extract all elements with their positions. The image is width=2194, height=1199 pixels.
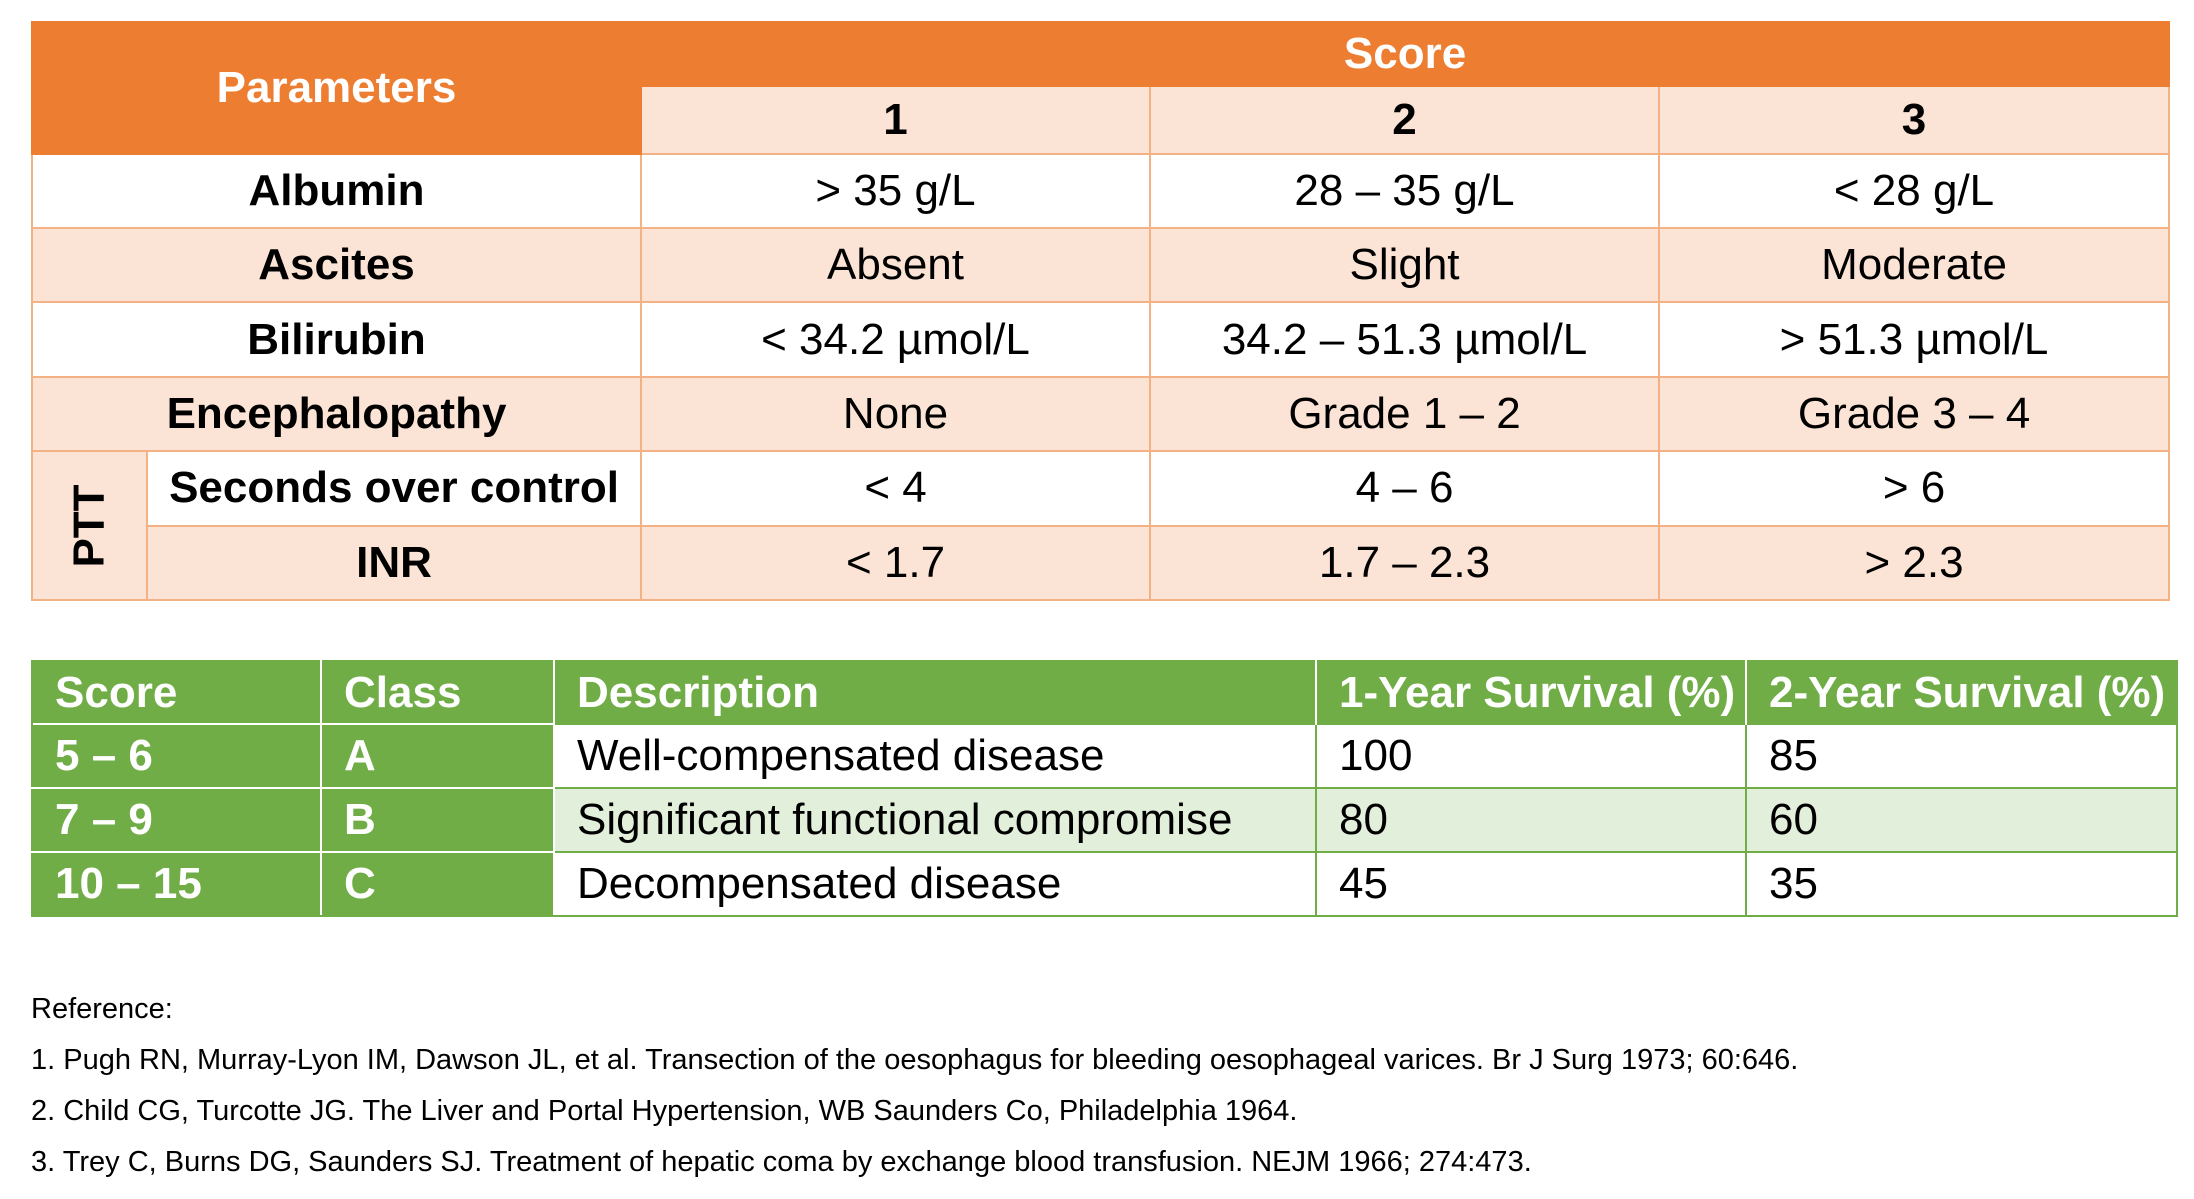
references-title: Reference: — [31, 993, 173, 1025]
table-cell: < 34.2 µmol/L — [640, 301, 1152, 378]
table-cell: None — [640, 375, 1152, 453]
ptt-group-label: PTT — [31, 450, 148, 601]
survival-1yr-cell: 45 — [1315, 851, 1747, 917]
references: Reference: 1. Pugh RN, Murray-Lyon IM, D… — [31, 995, 1798, 1199]
header-score: Score — [31, 660, 322, 724]
class-cell: B — [320, 787, 555, 853]
table-cell: 4 – 6 — [1149, 450, 1661, 527]
score-cell: 5 – 6 — [31, 723, 322, 789]
survival-1yr-cell: 80 — [1315, 787, 1747, 853]
table-cell: Grade 1 – 2 — [1149, 375, 1661, 453]
header-class: Class — [320, 660, 555, 724]
table-header-row: Score Class Description 1-Year Survival … — [31, 660, 2178, 724]
table-cell: Absent — [640, 227, 1152, 304]
row-label: Seconds over control — [145, 450, 643, 527]
header-2yr-survival: 2-Year Survival (%) — [1745, 660, 2178, 724]
row-label: Albumin — [30, 152, 643, 230]
table-cell: > 6 — [1658, 450, 2171, 527]
table-row: Bilirubin < 34.2 µmol/L 34.2 – 51.3 µmol… — [30, 301, 2171, 378]
survival-2yr-cell: 35 — [1745, 851, 2178, 917]
row-label: Ascites — [30, 227, 643, 304]
table-row: PTT Seconds over control < 4 4 – 6 > 6 — [31, 450, 2171, 601]
table-row: INR < 1.7 1.7 – 2.3 > 2.3 — [32, 524, 2171, 602]
score-header: Score — [640, 20, 2171, 88]
header-1yr-survival: 1-Year Survival (%) — [1315, 660, 1747, 724]
table-row: Ascites Absent Slight Moderate — [30, 227, 2171, 304]
score-column-3: 3 — [1658, 85, 2171, 155]
table-cell: 28 – 35 g/L — [1149, 152, 1661, 230]
table-cell: > 35 g/L — [640, 152, 1152, 230]
survival-2yr-cell: 85 — [1745, 723, 2178, 789]
table-cell: 34.2 – 51.3 µmol/L — [1149, 301, 1661, 378]
description-cell: Significant functional compromise — [553, 787, 1317, 853]
score-cell: 7 – 9 — [31, 787, 322, 853]
table-row: Encephalopathy None Grade 1 – 2 Grade 3 … — [30, 375, 2171, 453]
score-column-2: 2 — [1149, 85, 1661, 155]
header-description: Description — [553, 660, 1317, 724]
ptt-label: PTT — [64, 484, 114, 568]
references-list: 1. Pugh RN, Murray-Lyon IM, Dawson JL, e… — [31, 1046, 1798, 1177]
class-survival-table: Score Class Description 1-Year Survival … — [31, 660, 2178, 917]
table-cell: 1.7 – 2.3 — [1149, 524, 1661, 602]
class-cell: C — [320, 851, 555, 917]
table-row: 5 – 6 A Well-compensated disease 100 85 — [31, 723, 2178, 789]
table-row: Albumin > 35 g/L 28 – 35 g/L < 28 g/L — [30, 152, 2171, 230]
table-cell: < 4 — [640, 450, 1152, 527]
table-cell: < 28 g/L — [1658, 152, 2171, 230]
table-cell: > 51.3 µmol/L — [1658, 301, 2171, 378]
table-cell: Slight — [1149, 227, 1661, 304]
scoring-table: Parameters Score 1 2 3 Albumin > 35 g/L … — [30, 20, 2171, 602]
row-label: INR — [145, 524, 643, 602]
parameters-header: Parameters — [30, 21, 643, 155]
table-cell: Moderate — [1658, 227, 2171, 304]
description-cell: Well-compensated disease — [553, 723, 1317, 789]
table-row: 10 – 15 C Decompensated disease 45 35 — [31, 851, 2178, 917]
reference-item: 2. Child CG, Turcotte JG. The Liver and … — [31, 1095, 1298, 1127]
reference-item: 1. Pugh RN, Murray-Lyon IM, Dawson JL, e… — [31, 1044, 1799, 1076]
survival-2yr-cell: 60 — [1745, 787, 2178, 853]
description-cell: Decompensated disease — [553, 851, 1317, 917]
row-label: Bilirubin — [30, 301, 643, 378]
row-label: Encephalopathy — [30, 375, 643, 453]
score-cell: 10 – 15 — [31, 851, 322, 917]
class-cell: A — [320, 723, 555, 789]
table-row: 7 – 9 B Significant functional compromis… — [31, 787, 2178, 853]
table-cell: < 1.7 — [640, 524, 1152, 602]
score-column-1: 1 — [640, 85, 1152, 155]
survival-1yr-cell: 100 — [1315, 723, 1747, 789]
reference-item: 3. Trey C, Burns DG, Saunders SJ. Treatm… — [31, 1146, 1532, 1178]
table-cell: Grade 3 – 4 — [1658, 375, 2171, 453]
table-cell: > 2.3 — [1658, 524, 2171, 602]
